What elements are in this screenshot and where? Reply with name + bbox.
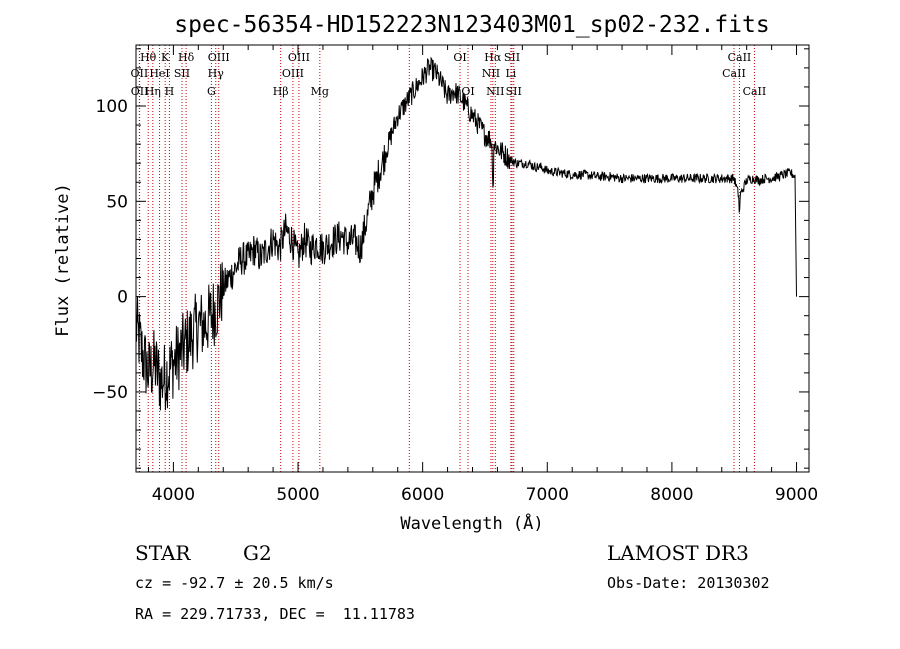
spectral-line-label: Hθ <box>140 51 157 64</box>
object-class: STAR <box>135 541 191 565</box>
chart-title: spec-56354-HD152223N123403M01_sp02-232.f… <box>174 12 769 38</box>
redshift-info: cz = -92.7 ± 20.5 km/s <box>135 574 334 592</box>
y-tick-label: 0 <box>117 288 128 308</box>
y-tick-label: 50 <box>106 192 128 212</box>
spectral-line-label: HeI <box>149 67 169 80</box>
spectral-line-label: OIII <box>208 51 230 64</box>
y-axis-label: Flux (relative) <box>53 183 73 337</box>
spectral-line-label: SII <box>504 51 520 64</box>
x-tick-label: 4000 <box>152 485 195 505</box>
spectral-line-label: CaII <box>743 85 767 98</box>
x-axis-label: Wavelength (Å) <box>400 512 543 534</box>
spectral-line-label: OI <box>461 85 474 98</box>
x-axis: 4000 5000 6000 7000 8000 9000 <box>147 45 818 505</box>
spectral-line-label: H <box>165 85 175 98</box>
y-axis: −50 0 50 100 <box>92 48 809 469</box>
x-tick-label: 7000 <box>526 485 569 505</box>
spectral-line-label: Hγ <box>208 67 225 80</box>
spectral-line-label: OII <box>131 67 149 80</box>
spectral-line-label: Li <box>505 67 516 80</box>
spectral-line-label: Hη <box>145 85 161 98</box>
spectrum-series <box>135 56 797 411</box>
spectral-line-label: SII <box>506 85 522 98</box>
spectral-line-label: K <box>161 51 170 64</box>
object-subclass: G2 <box>243 541 272 565</box>
spectrum-line <box>135 56 797 411</box>
spectral-line-label: SII <box>174 67 190 80</box>
spectral-line-label: G <box>207 85 216 98</box>
spectral-line-label: OIII <box>282 67 304 80</box>
spectral-line-label: CaII <box>722 67 746 80</box>
y-tick-label: 100 <box>96 97 128 117</box>
obs-date: Obs-Date: 20130302 <box>607 574 770 592</box>
spectral-line-label: OII <box>131 85 149 98</box>
spectral-line-label: NII <box>486 85 504 98</box>
spectral-line-label: OIII <box>288 51 310 64</box>
spectral-line-label: OI <box>453 51 466 64</box>
x-tick-label: 6000 <box>401 485 444 505</box>
spectral-line-label: CaII <box>728 51 752 64</box>
coordinates: RA = 229.71733, DEC = 11.11783 <box>135 605 415 623</box>
plot-frame <box>135 44 810 473</box>
survey-name: LAMOST DR3 <box>607 541 749 565</box>
spectral-line-label: Hδ <box>178 51 195 64</box>
spectral-line-label: NII <box>482 67 500 80</box>
x-tick-label: 9000 <box>775 485 818 505</box>
spectral-line-label: Hβ <box>273 85 289 98</box>
spectral-line-label: Hα <box>484 51 502 64</box>
x-tick-label: 5000 <box>276 485 319 505</box>
x-tick-label: 8000 <box>650 485 693 505</box>
y-tick-label: −50 <box>92 383 128 403</box>
spectral-line-label: Mg <box>311 85 329 98</box>
